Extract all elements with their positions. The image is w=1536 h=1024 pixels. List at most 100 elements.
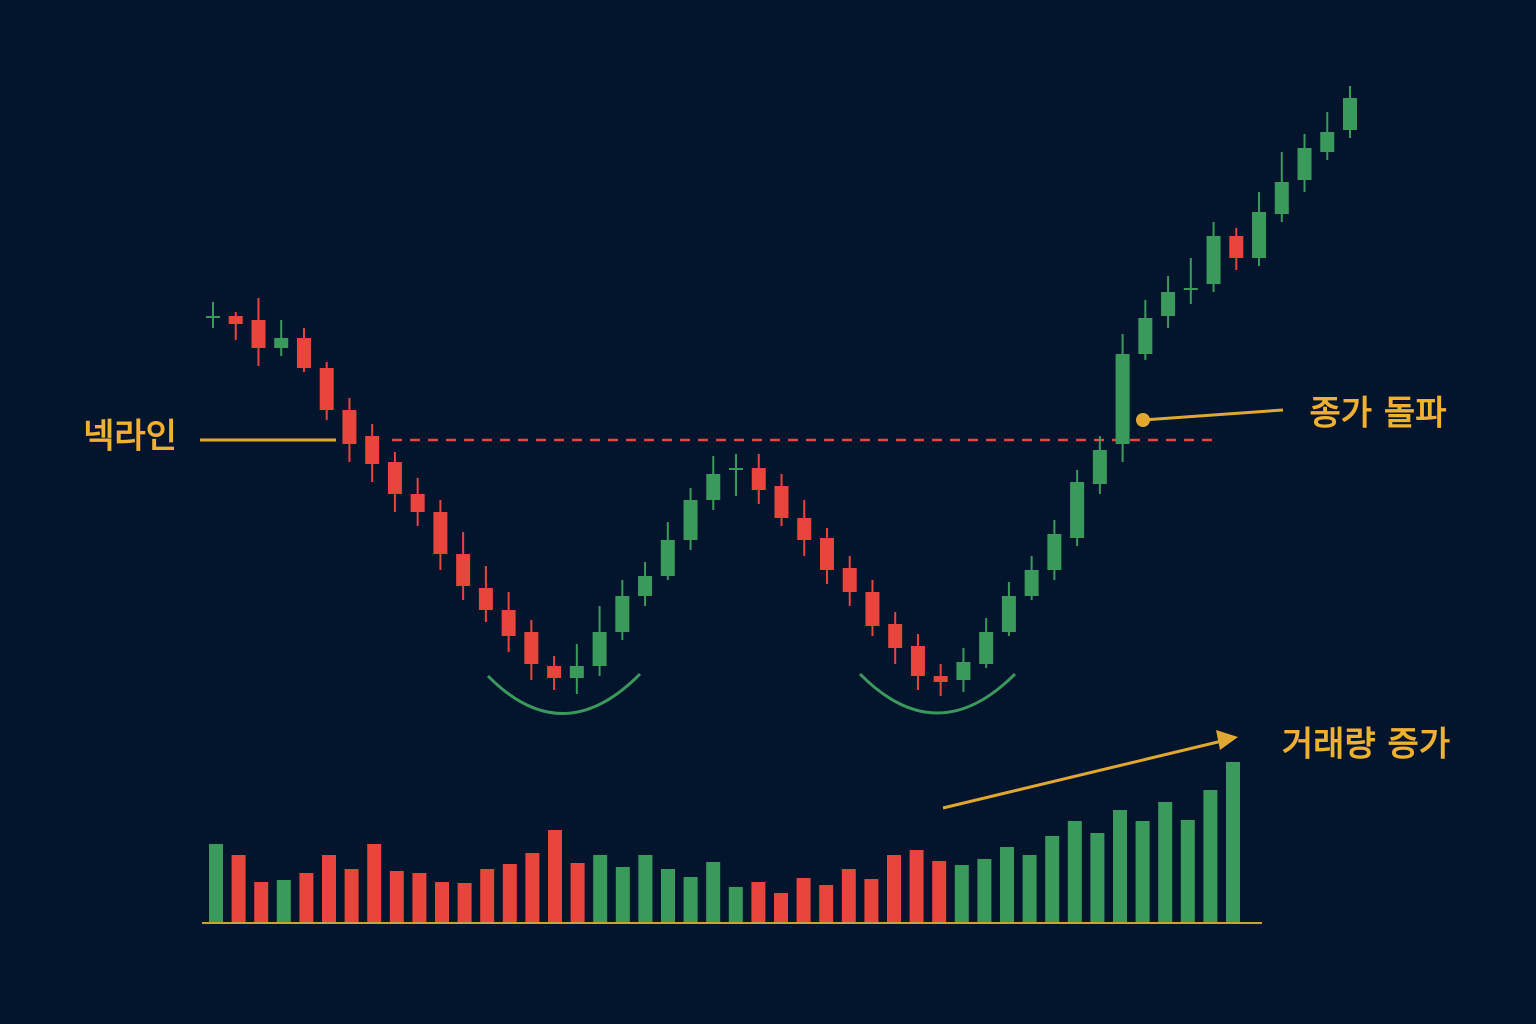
candle-body [1274,182,1289,214]
volume-bar [954,865,969,922]
candle-body [387,462,402,494]
volume-bar [728,887,743,922]
candle-body [1343,98,1357,130]
candle-body [865,592,880,626]
candle-body [592,632,607,666]
candle-body [615,596,630,632]
volume-bar [548,830,562,922]
volume-bar [299,873,314,922]
candle-body [683,500,698,540]
volume-bar [1113,810,1127,922]
volume-bar [706,862,721,922]
volume-bar [322,855,336,922]
candle-body [547,666,562,678]
volume-bar [1135,821,1150,922]
breakout-pointer [1142,408,1284,422]
volume-bar [1203,790,1218,922]
volume-bar [1226,762,1240,922]
candle-body [251,320,266,348]
breakout-label: 종가 돌파 [1310,394,1447,434]
volume-bar [909,850,924,922]
candle-body [729,468,744,470]
candle-body [1252,212,1267,258]
candle-body [1183,288,1198,290]
volume-bar [1158,802,1173,922]
volume-bar [661,869,675,922]
volume-bar [570,863,585,922]
candle-body [1138,318,1153,354]
candle-body [956,662,971,680]
volume-bar [819,885,834,922]
volume-bar [977,859,992,922]
candle-body [1047,534,1062,570]
volume-bar [683,877,698,922]
candle-body [979,632,994,664]
volume-bar [525,853,540,922]
candle-body [1206,236,1221,284]
neckline-label: 넥라인 [83,417,177,457]
volume-bar [276,880,291,922]
volume-bar [502,864,517,922]
volume-bar [1000,847,1014,922]
candle-body [478,588,493,610]
candle-body [888,624,903,648]
volume-bar [1090,833,1105,922]
candle-body [1070,482,1085,538]
volume-arrow [942,739,1223,810]
volume-bar [435,882,449,922]
volume-bar [796,878,811,922]
bottom-arc [486,672,642,715]
candle-body [1001,596,1016,632]
volume-bar [389,871,404,922]
volume-bar [1022,855,1037,922]
candle-body [501,610,516,636]
volume-bar [932,861,947,922]
volume-bar [367,844,382,922]
candle-body [1024,570,1039,596]
volume-arrowhead [1216,730,1238,750]
candle-body [456,554,471,586]
volume-bar [638,855,653,922]
candle-body [296,338,311,368]
candle-body [1115,354,1130,444]
volume-bar [841,869,856,922]
candle-body [433,512,448,554]
candle-body [342,410,357,444]
candle-body [819,538,834,570]
volume-bar [1180,820,1195,922]
candle-body [706,474,721,500]
candle-body [524,632,539,664]
candle-body [660,540,675,576]
volume-bar [231,855,246,922]
candle-body [1092,450,1107,484]
candle-body [319,368,334,410]
candle-body [365,436,380,464]
breakout-dot [1136,413,1150,427]
candle-body [410,494,425,512]
volume-bar [209,844,223,922]
candle-body [774,486,789,518]
volume-bar [751,882,766,922]
candle-body [1161,292,1176,316]
candle-body [206,316,220,318]
candle-body [1297,148,1312,180]
candle-body [933,676,948,682]
bottom-arc [858,672,1017,715]
volume-bar [344,869,359,922]
candle-body [910,646,925,676]
candle-body [228,316,243,324]
volume-bar [412,873,427,922]
volume-bar [887,855,901,922]
volume-label: 거래량 증가 [1282,725,1450,765]
candle-body [274,338,289,348]
volume-bar [615,867,630,922]
volume-bar [1045,836,1060,922]
candle-body [1229,236,1244,258]
candle-body [638,576,653,596]
volume-bar [457,883,472,922]
volume-bar [774,893,788,922]
candle-body [1320,132,1335,152]
